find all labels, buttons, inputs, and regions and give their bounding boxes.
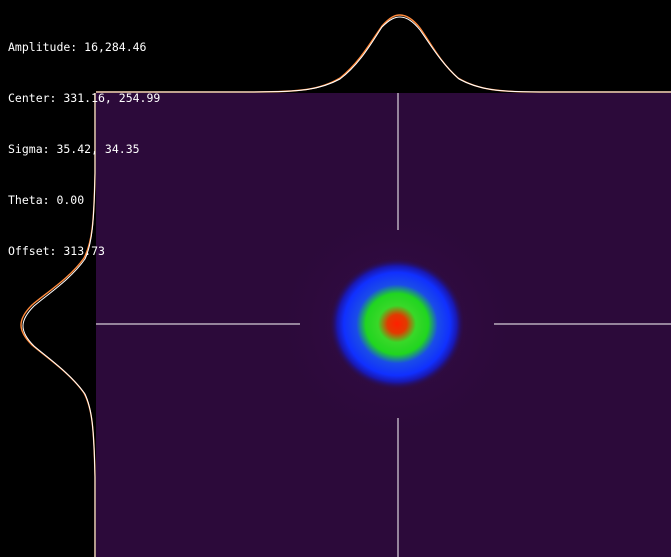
beam-spot xyxy=(329,258,465,390)
horizontal-profile-fit-curve xyxy=(96,14,671,93)
fit-results-panel: Amplitude: 16,284.46 Center: 331.16, 254… xyxy=(8,5,160,294)
camera-image-panel xyxy=(96,93,671,557)
vertical-profile-plot xyxy=(20,93,96,557)
horizontal-profile-plot xyxy=(96,14,671,93)
horizontal-profile-data-curve xyxy=(96,16,671,93)
crosshair-icon xyxy=(96,93,671,557)
vertical-profile-data-curve xyxy=(22,93,96,557)
amplitude-readout: Amplitude: 16,284.46 xyxy=(8,40,147,54)
theta-readout: Theta: 0.00 xyxy=(8,193,85,207)
offset-readout: Offset: 313.73 xyxy=(8,244,105,258)
sigma-readout: Sigma: 35.42, 34.35 xyxy=(8,142,140,156)
center-readout: Center: 331.16, 254.99 xyxy=(8,91,161,105)
